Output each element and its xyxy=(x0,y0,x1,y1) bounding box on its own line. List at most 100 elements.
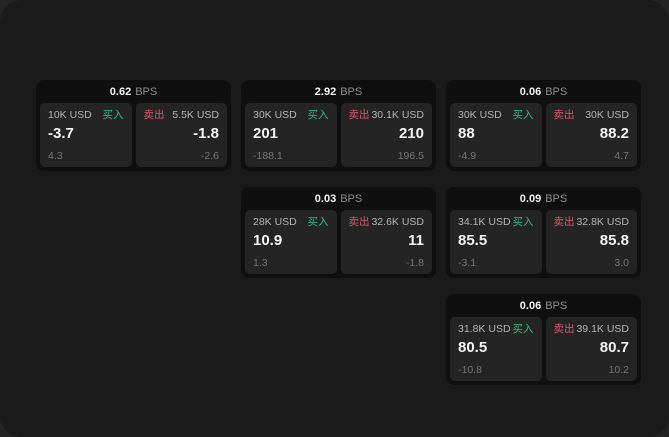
sell-amount: 30.1K USD xyxy=(371,109,424,121)
sell-label: 卖出 xyxy=(143,109,165,121)
quote-panels: 30K USD 买入 201 -188.1 卖出 30.1K USD 210 1… xyxy=(241,103,436,171)
quote-card: 0.06 BPS 30K USD 买入 88 -4.9 卖出 30K USD 8… xyxy=(446,80,641,171)
quote-card: 2.92 BPS 30K USD 买入 201 -188.1 卖出 30.1K … xyxy=(241,80,436,171)
bps-header: 0.09 BPS xyxy=(446,187,641,210)
bps-header: 0.03 BPS xyxy=(241,187,436,210)
quote-card: 0.09 BPS 34.1K USD 买入 85.5 -3.1 卖出 32.8K… xyxy=(446,187,641,278)
sell-label: 卖出 xyxy=(553,109,575,121)
buy-label: 买入 xyxy=(307,109,329,121)
sell-panel-top: 卖出 32.8K USD xyxy=(554,217,630,228)
sell-panel[interactable]: 卖出 39.1K USD 80.7 10.2 xyxy=(545,317,637,381)
buy-delta: 4.3 xyxy=(48,149,63,162)
bps-value: 0.06 xyxy=(519,299,542,312)
quote-panels: 10K USD 买入 -3.7 4.3 卖出 5.5K USD -1.8 -2.… xyxy=(36,103,231,171)
buy-amount: 30K USD xyxy=(253,109,297,121)
bps-value: 2.92 xyxy=(314,85,337,98)
sell-panel-top: 卖出 39.1K USD xyxy=(554,324,630,335)
sell-label: 卖出 xyxy=(348,216,370,228)
bps-value: 0.06 xyxy=(519,85,542,98)
buy-panel[interactable]: 28K USD 买入 10.9 1.3 xyxy=(245,210,337,274)
sell-label: 卖出 xyxy=(553,323,575,335)
buy-panel[interactable]: 10K USD 买入 -3.7 4.3 xyxy=(40,103,132,167)
sell-label: 卖出 xyxy=(348,109,370,121)
buy-panel-top: 30K USD 买入 xyxy=(253,110,329,121)
quote-card: 0.06 BPS 31.8K USD 买入 80.5 -10.8 卖出 39.1… xyxy=(446,294,641,385)
bps-value: 0.03 xyxy=(314,192,337,205)
sell-price: 85.8 xyxy=(599,231,629,249)
sell-amount: 5.5K USD xyxy=(172,109,219,121)
sell-amount: 32.8K USD xyxy=(576,216,629,228)
sell-panel[interactable]: 卖出 32.8K USD 85.8 3.0 xyxy=(545,210,637,274)
sell-delta: 3.0 xyxy=(614,256,629,269)
quote-panels: 30K USD 买入 88 -4.9 卖出 30K USD 88.2 4.7 xyxy=(446,103,641,171)
buy-panel[interactable]: 34.1K USD 买入 85.5 -3.1 xyxy=(450,210,542,274)
sell-panel-top: 卖出 32.6K USD xyxy=(349,217,425,228)
quote-panels: 34.1K USD 买入 85.5 -3.1 卖出 32.8K USD 85.8… xyxy=(446,210,641,278)
buy-panel-top: 31.8K USD 买入 xyxy=(458,324,534,335)
buy-panel[interactable]: 31.8K USD 买入 80.5 -10.8 xyxy=(450,317,542,381)
bps-suffix-label: BPS xyxy=(545,299,568,312)
bps-suffix-label: BPS xyxy=(545,192,568,205)
bps-suffix-label: BPS xyxy=(545,85,568,98)
sell-delta: 10.2 xyxy=(608,363,629,376)
sell-label: 卖出 xyxy=(553,216,575,228)
sell-panel[interactable]: 卖出 30.1K USD 210 196.5 xyxy=(340,103,432,167)
quote-panels: 28K USD 买入 10.9 1.3 卖出 32.6K USD 11 -1.8 xyxy=(241,210,436,278)
sell-delta: -1.8 xyxy=(405,256,424,269)
quote-card: 0.62 BPS 10K USD 买入 -3.7 4.3 卖出 5.5K USD… xyxy=(36,80,231,171)
sell-amount: 32.6K USD xyxy=(371,216,424,228)
buy-amount: 30K USD xyxy=(458,109,502,121)
bps-header: 0.06 BPS xyxy=(446,294,641,317)
bps-header: 2.92 BPS xyxy=(241,80,436,103)
buy-amount: 28K USD xyxy=(253,216,297,228)
buy-price: 201 xyxy=(253,124,279,142)
buy-panel[interactable]: 30K USD 买入 201 -188.1 xyxy=(245,103,337,167)
buy-amount: 34.1K USD xyxy=(458,216,511,228)
sell-panel[interactable]: 卖出 5.5K USD -1.8 -2.6 xyxy=(135,103,227,167)
sell-price: 11 xyxy=(408,231,424,249)
sell-amount: 30K USD xyxy=(585,109,629,121)
buy-panel-top: 28K USD 买入 xyxy=(253,217,329,228)
buy-panel[interactable]: 30K USD 买入 88 -4.9 xyxy=(450,103,542,167)
buy-label: 买入 xyxy=(512,109,534,121)
buy-label: 买入 xyxy=(307,216,329,228)
bps-value: 0.62 xyxy=(109,85,132,98)
buy-delta: 1.3 xyxy=(253,256,268,269)
buy-delta: -188.1 xyxy=(253,149,283,162)
buy-panel-top: 10K USD 买入 xyxy=(48,110,124,121)
buy-price: -3.7 xyxy=(48,124,74,142)
buy-price: 85.5 xyxy=(458,231,488,249)
sell-price: 210 xyxy=(398,124,424,142)
quote-grid: 0.62 BPS 10K USD 买入 -3.7 4.3 卖出 5.5K USD… xyxy=(36,80,641,385)
buy-panel-top: 30K USD 买入 xyxy=(458,110,534,121)
sell-delta: 4.7 xyxy=(614,149,629,162)
quote-card: 0.03 BPS 28K USD 买入 10.9 1.3 卖出 32.6K US… xyxy=(241,187,436,278)
buy-price: 88 xyxy=(458,124,475,142)
buy-label: 买入 xyxy=(512,323,534,335)
bps-suffix-label: BPS xyxy=(340,192,363,205)
buy-delta: -10.8 xyxy=(458,363,482,376)
bps-header: 0.06 BPS xyxy=(446,80,641,103)
sell-price: 80.7 xyxy=(599,338,629,356)
sell-delta: 196.5 xyxy=(397,149,424,162)
sell-panel-top: 卖出 30K USD xyxy=(554,110,630,121)
bps-header: 0.62 BPS xyxy=(36,80,231,103)
sell-amount: 39.1K USD xyxy=(576,323,629,335)
buy-panel-top: 34.1K USD 买入 xyxy=(458,217,534,228)
sell-panel-top: 卖出 30.1K USD xyxy=(349,110,425,121)
sell-panel-top: 卖出 5.5K USD xyxy=(144,110,220,121)
buy-amount: 31.8K USD xyxy=(458,323,511,335)
bps-value: 0.09 xyxy=(519,192,542,205)
quote-panels: 31.8K USD 买入 80.5 -10.8 卖出 39.1K USD 80.… xyxy=(446,317,641,385)
sell-panel[interactable]: 卖出 30K USD 88.2 4.7 xyxy=(545,103,637,167)
buy-label: 买入 xyxy=(102,109,124,121)
buy-amount: 10K USD xyxy=(48,109,92,121)
sell-panel[interactable]: 卖出 32.6K USD 11 -1.8 xyxy=(340,210,432,274)
buy-delta: -4.9 xyxy=(458,149,477,162)
sell-price: -1.8 xyxy=(193,124,219,142)
sell-price: 88.2 xyxy=(599,124,629,142)
buy-label: 买入 xyxy=(512,216,534,228)
bps-suffix-label: BPS xyxy=(340,85,363,98)
buy-price: 80.5 xyxy=(458,338,488,356)
